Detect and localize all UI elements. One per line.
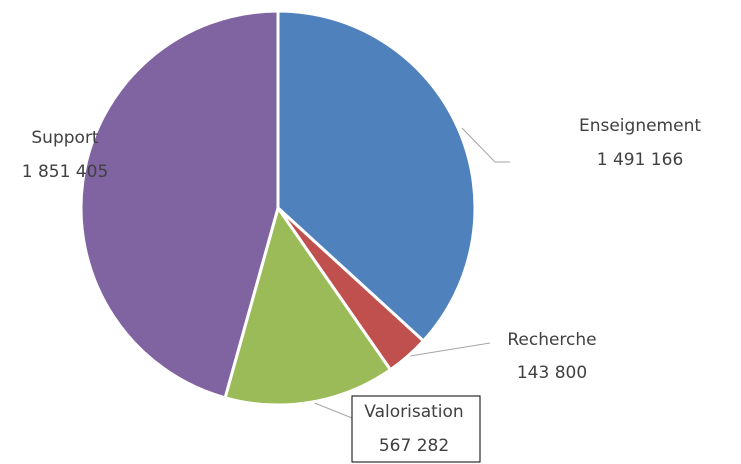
slice-label: Support	[31, 128, 99, 148]
pie-slice	[223, 204, 393, 407]
slice-value-label: 567 282	[379, 436, 449, 456]
label-box	[351, 395, 481, 463]
slice-value-label: 1 851 405	[22, 162, 109, 182]
slice-label: Valorisation	[364, 402, 463, 422]
pie-slice	[276, 9, 477, 344]
leader-line	[409, 342, 491, 357]
leader-line	[461, 127, 510, 163]
slice-value-label: 143 800	[517, 363, 587, 383]
slice-value-label: 1 491 166	[597, 150, 684, 170]
slice-label: Enseignement	[579, 116, 701, 136]
leader-line	[311, 401, 353, 419]
slice-label: Recherche	[507, 330, 596, 350]
pie-slice	[79, 9, 280, 400]
